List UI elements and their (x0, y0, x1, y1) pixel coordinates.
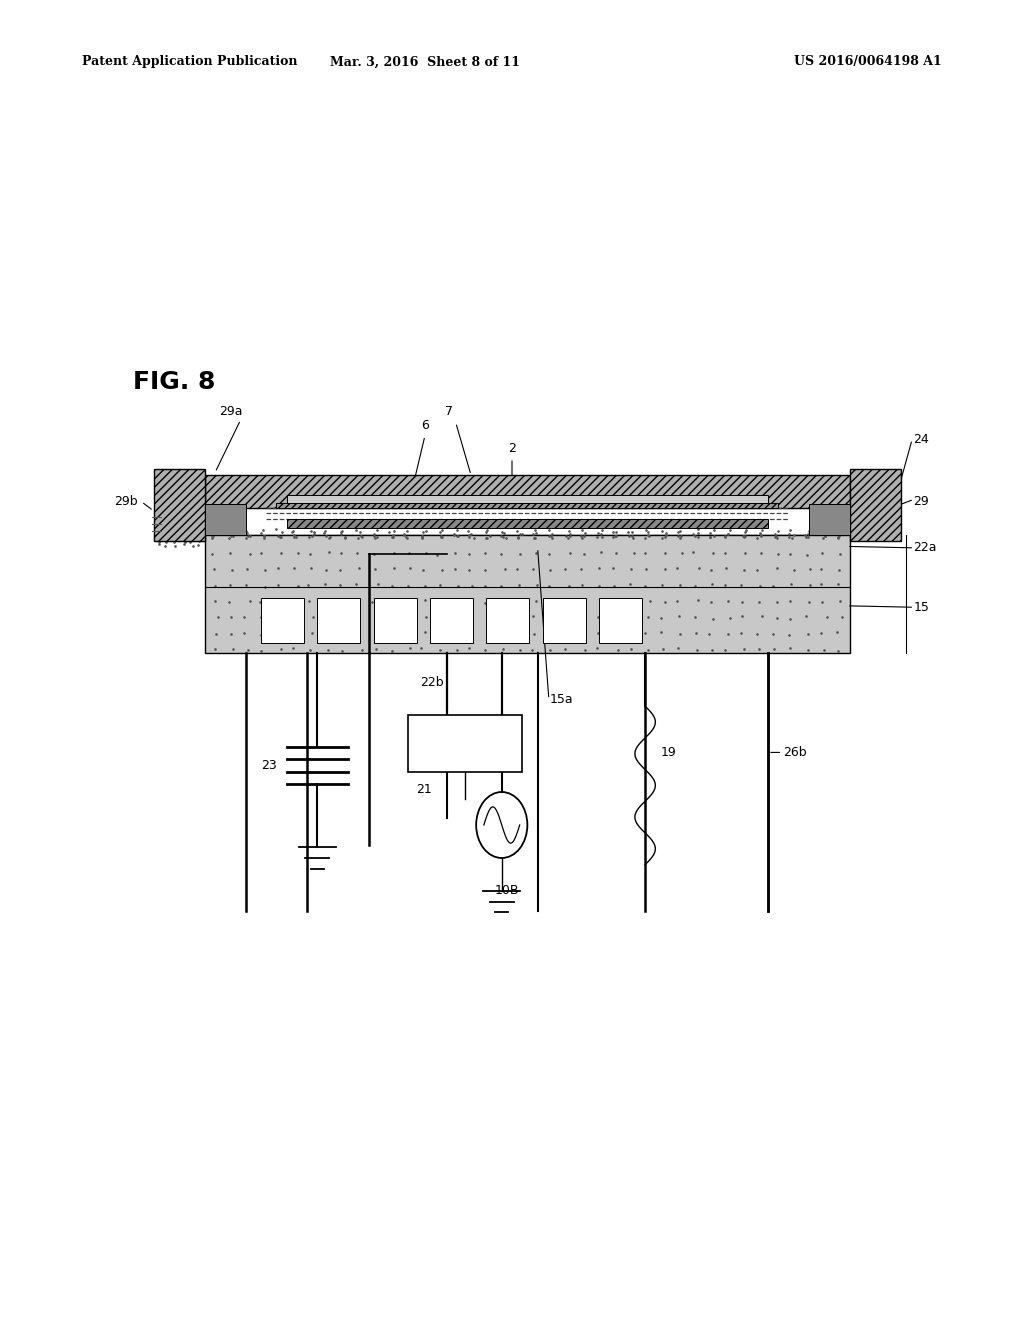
Bar (809, 504, 850, 535)
Bar (276, 503, 778, 508)
Text: FIG. 8: FIG. 8 (133, 370, 215, 393)
Bar (287, 519, 768, 528)
Bar (317, 598, 360, 643)
Text: 19: 19 (660, 746, 676, 759)
Text: COOLANT: COOLANT (441, 723, 488, 733)
Text: 22b: 22b (420, 676, 444, 689)
Text: Mar. 3, 2016  Sheet 8 of 11: Mar. 3, 2016 Sheet 8 of 11 (330, 55, 520, 69)
Bar (850, 469, 901, 541)
Bar (261, 598, 304, 643)
Bar (287, 495, 768, 503)
Text: 29: 29 (913, 495, 929, 508)
Text: SYSTEM: SYSTEM (445, 752, 484, 762)
Text: CIRCULATION: CIRCULATION (432, 738, 498, 747)
Bar (599, 598, 642, 643)
Bar (205, 504, 246, 535)
Text: 29a: 29a (219, 405, 242, 418)
Text: 23: 23 (261, 759, 276, 772)
Text: 2: 2 (508, 442, 516, 455)
Bar (374, 598, 417, 643)
Text: 10B: 10B (495, 884, 519, 898)
Bar (543, 598, 586, 643)
Text: 24: 24 (913, 433, 929, 446)
Bar (154, 469, 205, 541)
Text: 21: 21 (416, 783, 432, 796)
Text: 7: 7 (444, 405, 453, 418)
Bar (408, 715, 522, 772)
Text: 22a: 22a (913, 541, 937, 554)
Text: US 2016/0064198 A1: US 2016/0064198 A1 (795, 55, 942, 69)
Text: 15: 15 (913, 601, 930, 614)
Bar (205, 475, 850, 508)
Text: 6: 6 (421, 418, 429, 432)
Bar (154, 535, 205, 541)
Text: 29b: 29b (115, 495, 138, 508)
Bar (430, 598, 473, 643)
Text: 26b: 26b (783, 746, 807, 759)
Text: Patent Application Publication: Patent Application Publication (82, 55, 297, 69)
Bar (486, 598, 529, 643)
Bar (205, 535, 850, 653)
Text: 15a: 15a (550, 693, 573, 706)
